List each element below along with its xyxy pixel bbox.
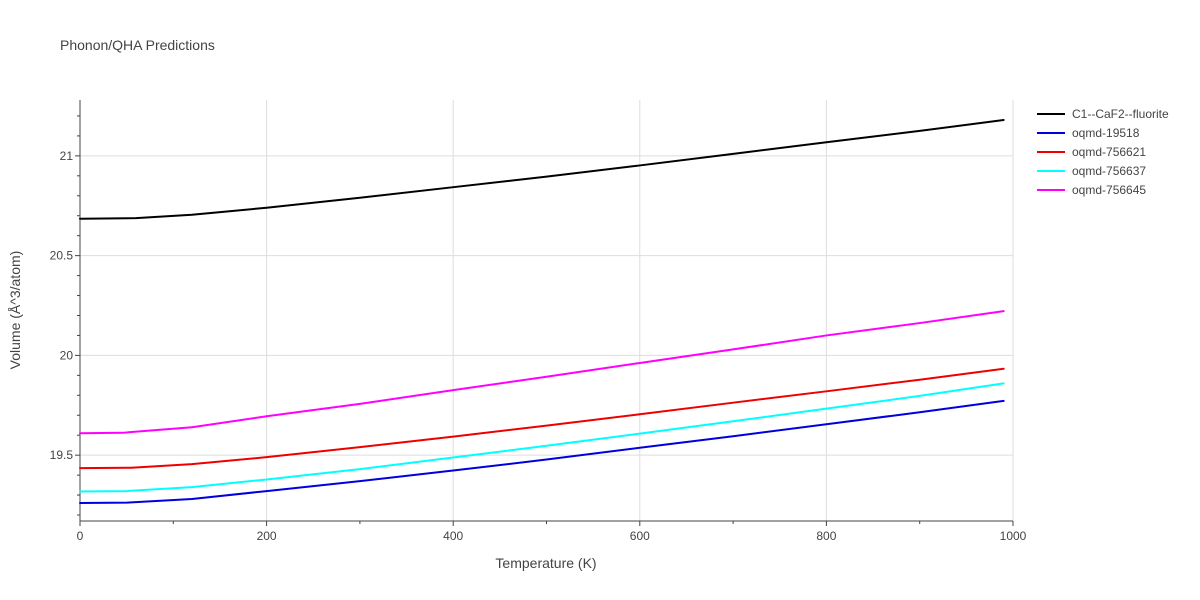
x-tick-label: 800	[816, 529, 836, 543]
legend[interactable]: C1--CaF2--fluorite oqmd-19518 oqmd-756621 o…	[1037, 107, 1169, 197]
axes-layer: 0 200 400 600 800 1000 19.5 20 20.5 21	[50, 100, 1027, 543]
legend-label: C1--CaF2--fluorite	[1072, 107, 1169, 121]
legend-item-0[interactable]: C1--CaF2--fluorite	[1037, 107, 1169, 121]
x-tick-label: 200	[257, 529, 277, 543]
grid-layer	[80, 100, 1014, 521]
x-tick-label: 1000	[1000, 529, 1027, 543]
x-tick-label: 400	[443, 529, 463, 543]
legend-label: oqmd-756637	[1072, 164, 1146, 178]
legend-item-2[interactable]: oqmd-756621	[1037, 145, 1146, 159]
y-axis-title: Volume (Å^3/atom)	[7, 251, 23, 370]
y-tick-label: 21	[60, 149, 74, 163]
series-layer	[79, 118, 1005, 505]
series-line-4[interactable]	[79, 310, 1005, 435]
legend-item-1[interactable]: oqmd-19518	[1037, 126, 1140, 140]
chart-title: Phonon/QHA Predictions	[60, 37, 215, 53]
series-line-3[interactable]	[79, 382, 1005, 493]
legend-item-4[interactable]: oqmd-756645	[1037, 183, 1146, 197]
legend-item-3[interactable]: oqmd-756637	[1037, 164, 1146, 178]
y-tick-label: 19.5	[50, 448, 74, 462]
legend-label: oqmd-756621	[1072, 145, 1146, 159]
series-line-0[interactable]	[79, 118, 1005, 220]
series-line-2[interactable]	[79, 367, 1005, 470]
y-tick-label: 20	[60, 348, 74, 362]
x-tick-label: 0	[77, 529, 84, 543]
series-line-1[interactable]	[79, 399, 1005, 505]
x-axis-title: Temperature (K)	[495, 555, 596, 571]
legend-label: oqmd-19518	[1072, 126, 1140, 140]
y-tick-label: 20.5	[50, 249, 74, 263]
legend-label: oqmd-756645	[1072, 183, 1146, 197]
x-tick-label: 600	[630, 529, 650, 543]
